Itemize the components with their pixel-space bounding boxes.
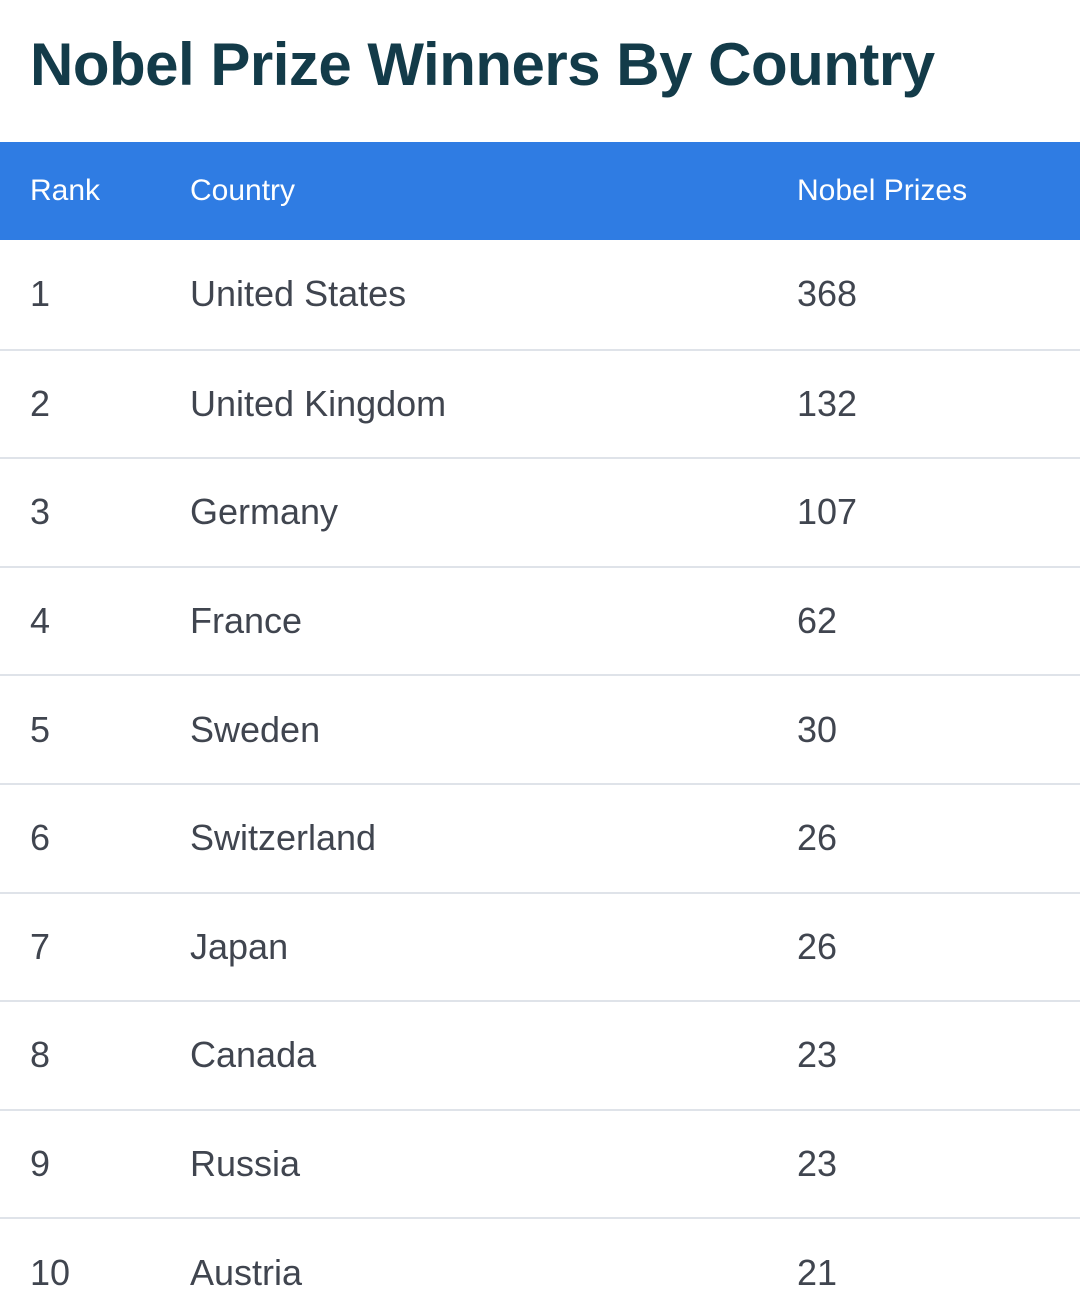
- table-row: 6 Switzerland 26: [0, 782, 1080, 892]
- rank-cell: 1: [30, 273, 51, 315]
- rank-cell: 3: [30, 491, 51, 533]
- prizes-cell: 30: [797, 708, 838, 750]
- prizes-cell: 26: [797, 925, 838, 967]
- country-cell: Japan: [190, 925, 289, 967]
- table-row: 1 United States 368: [0, 240, 1080, 349]
- country-cell: Germany: [190, 491, 339, 533]
- prizes-cell: 23: [797, 1143, 838, 1185]
- column-header-rank: Rank: [30, 174, 101, 207]
- prizes-cell: 368: [797, 273, 858, 315]
- prizes-cell: 23: [797, 1034, 838, 1076]
- rank-cell: 7: [30, 925, 51, 967]
- table-row: 3 Germany 107: [0, 457, 1080, 566]
- table-row: 10 Austria 21: [0, 1217, 1080, 1315]
- prizes-cell: 107: [797, 491, 858, 533]
- rank-cell: 2: [30, 382, 51, 424]
- country-cell: Sweden: [190, 708, 321, 750]
- table-header-row: Rank Country Nobel Prizes: [0, 142, 1080, 240]
- prizes-cell: 132: [797, 382, 858, 424]
- rank-cell: 10: [30, 1251, 71, 1293]
- prizes-cell: 21: [797, 1251, 838, 1293]
- country-cell: Switzerland: [190, 817, 377, 859]
- prizes-cell: 62: [797, 600, 838, 642]
- column-header-country: Country: [190, 174, 296, 207]
- rank-cell: 5: [30, 708, 51, 750]
- country-cell: Russia: [190, 1143, 301, 1185]
- country-cell: United Kingdom: [190, 382, 447, 424]
- column-header-nobel-prizes: Nobel Prizes: [797, 174, 968, 207]
- country-cell: France: [190, 600, 303, 642]
- table-row: 7 Japan 26: [0, 891, 1080, 1001]
- page-title: Nobel Prize Winners By Country: [30, 30, 935, 98]
- country-cell: Austria: [190, 1251, 303, 1293]
- nobel-prizes-table: Rank Country Nobel Prizes 1 United State…: [0, 142, 1080, 1315]
- rank-cell: 8: [30, 1034, 51, 1076]
- title-bar: Nobel Prize Winners By Country: [0, 0, 1080, 142]
- table-row: 9 Russia 23: [0, 1108, 1080, 1218]
- prizes-cell: 26: [797, 817, 838, 859]
- rank-cell: 6: [30, 817, 51, 859]
- table-body: 1 United States 368 2 United Kingdom 132…: [0, 240, 1080, 1315]
- table-row: 4 France 62: [0, 565, 1080, 675]
- table-row: 5 Sweden 30: [0, 674, 1080, 783]
- table-row: 8 Canada 23: [0, 1000, 1080, 1109]
- country-cell: Canada: [190, 1034, 317, 1076]
- table-row: 2 United Kingdom 132: [0, 348, 1080, 458]
- rank-cell: 9: [30, 1143, 51, 1185]
- rank-cell: 4: [30, 600, 51, 642]
- country-cell: United States: [190, 273, 407, 315]
